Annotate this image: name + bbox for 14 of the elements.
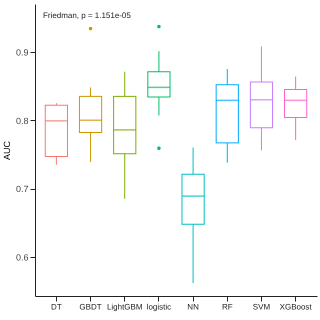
x-tick-label: LightGBM bbox=[106, 302, 143, 312]
x-tick-label: NN bbox=[187, 302, 200, 312]
y-axis-title: AUC bbox=[2, 140, 12, 160]
annotation: Friedman, p = 1.151e-05 bbox=[43, 11, 132, 20]
x-tick-label: DT bbox=[51, 302, 62, 312]
y-tick-label: 0.7 bbox=[16, 184, 28, 194]
y-tick-label: 0.9 bbox=[16, 47, 28, 58]
y-tick-label: 0.8 bbox=[16, 116, 28, 126]
x-tick-label: SVM bbox=[252, 302, 270, 312]
x-tick-label: XGBoost bbox=[280, 302, 312, 312]
y-tick-label: 0.6 bbox=[16, 252, 28, 263]
x-tick-label: RF bbox=[222, 302, 233, 312]
x-tick-label: logistic bbox=[146, 302, 172, 312]
x-tick-label: GBDT bbox=[79, 302, 102, 312]
